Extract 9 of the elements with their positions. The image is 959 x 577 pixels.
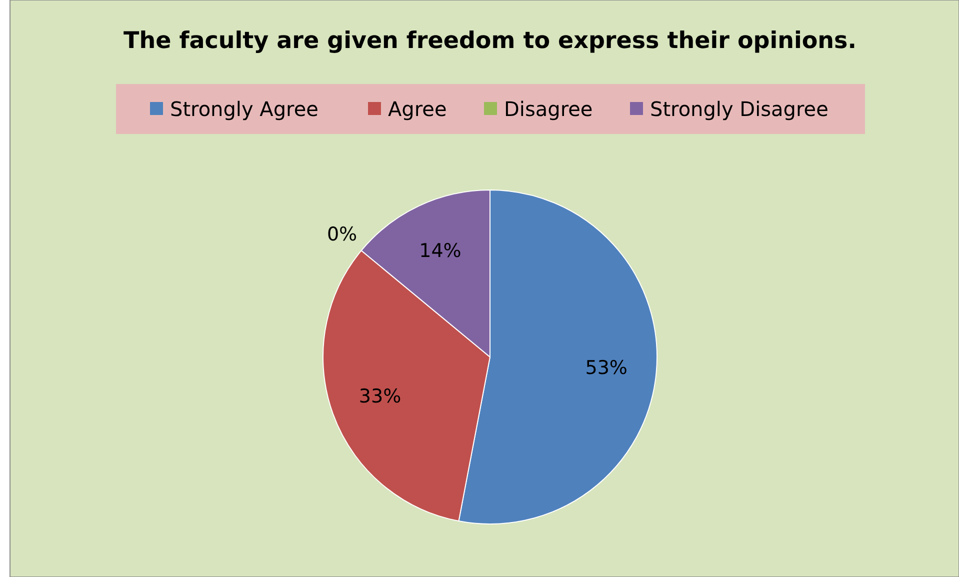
data-label: 53% <box>585 357 628 379</box>
chart-title: The faculty are given freedom to express their opinions. <box>124 28 856 54</box>
legend-label: Strongly Disagree <box>650 97 828 121</box>
text: 0% <box>326 224 358 246</box>
data-label: 33% <box>358 386 402 408</box>
legend-label: Agree <box>388 97 447 121</box>
legend-label: Disagree <box>504 97 593 121</box>
data-label: 14% <box>419 240 462 262</box>
legend-label: Strongly Agree <box>170 97 318 121</box>
